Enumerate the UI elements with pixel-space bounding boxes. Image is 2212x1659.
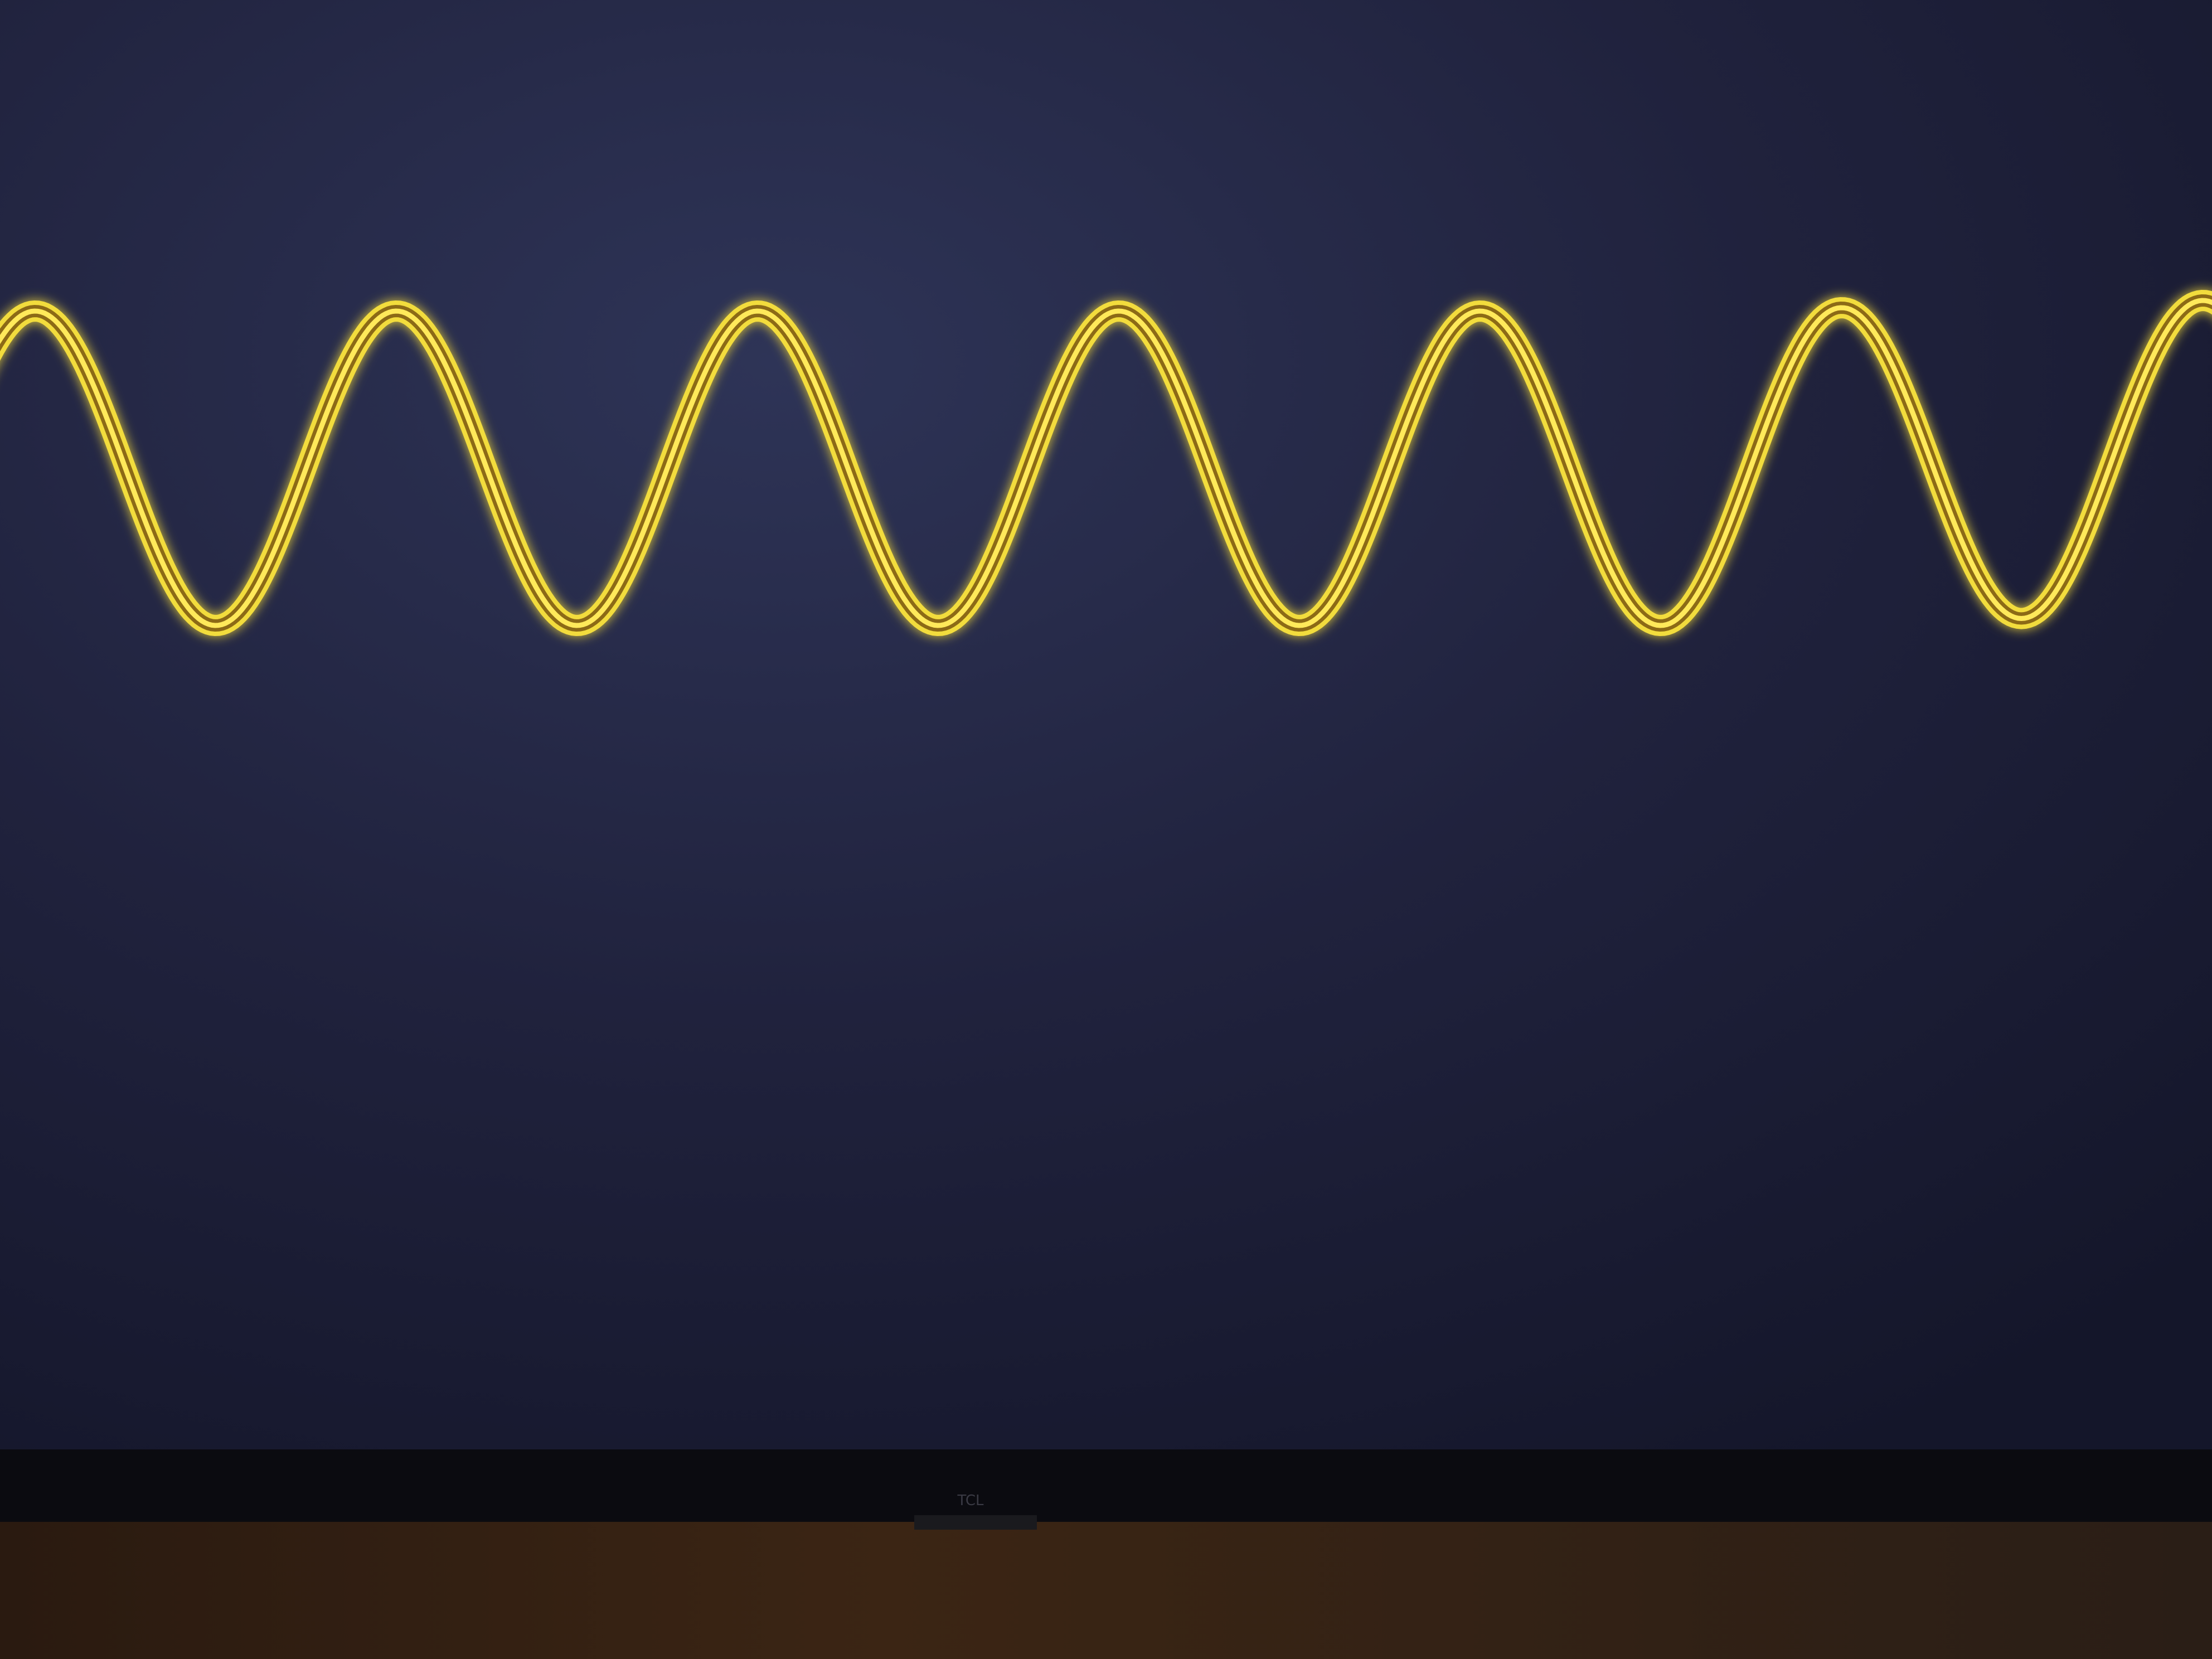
tv-bezel [0, 1449, 2212, 1522]
background-room [0, 1505, 2212, 1659]
wave-core [0, 298, 2212, 628]
tv-logo: TCL [957, 1492, 984, 1509]
tv-screen [0, 0, 2212, 1449]
sine-wave [0, 289, 2212, 637]
tv-stand-notch [914, 1515, 1037, 1530]
